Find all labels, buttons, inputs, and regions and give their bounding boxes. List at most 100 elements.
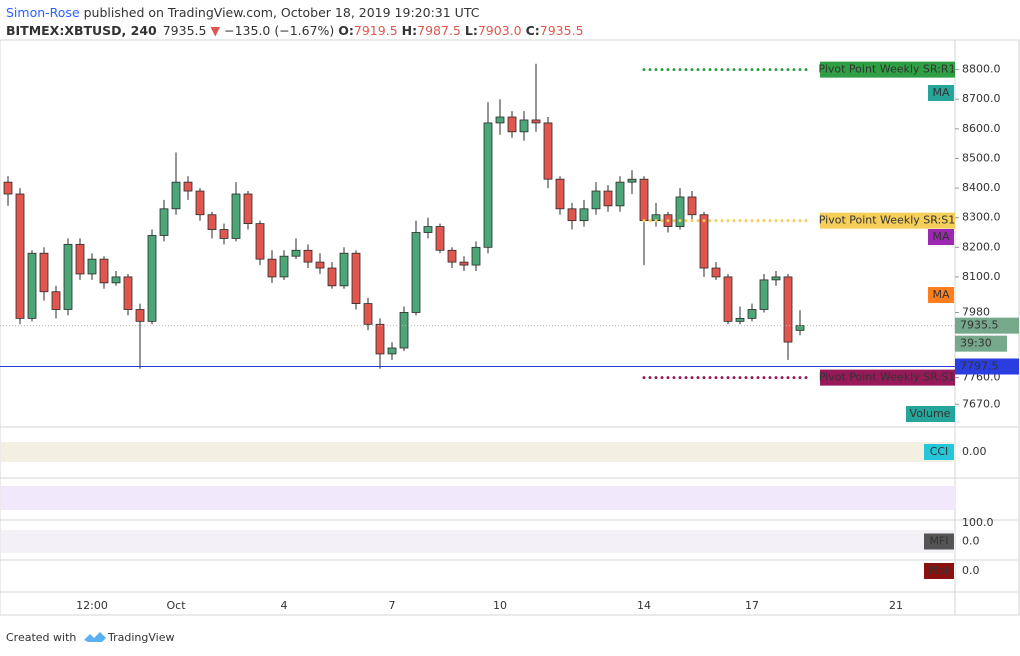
y-tick-label: 8700.0 xyxy=(962,92,1001,105)
candle-body xyxy=(459,261,469,266)
candle-body xyxy=(87,258,97,275)
hline-label: 7797.5 xyxy=(960,360,999,373)
candle-body xyxy=(159,208,169,236)
candle-body xyxy=(243,193,253,225)
ma-tag xyxy=(928,229,954,245)
c-value: 7935.5 xyxy=(540,23,584,38)
arrow: ▼ xyxy=(210,23,220,38)
candle-body xyxy=(591,190,601,210)
pivot-tag xyxy=(820,369,955,386)
h-value: 7987.5 xyxy=(417,23,461,38)
ma-label: MA xyxy=(932,86,949,99)
candle-body xyxy=(567,208,577,222)
candle-body xyxy=(687,196,697,216)
pane-top: 100.0 xyxy=(962,516,994,529)
footer-prefix: Created with xyxy=(6,631,76,644)
candle-body xyxy=(255,223,265,260)
header-line: Simon-Rose published on TradingView.com,… xyxy=(6,5,480,20)
candle-body xyxy=(207,214,217,230)
candle-body xyxy=(483,122,493,248)
logo xyxy=(84,632,106,642)
y-tick-label: 8400.0 xyxy=(962,181,1001,194)
pane-name: Plot xyxy=(929,564,950,577)
candle-body xyxy=(267,258,277,278)
pane-value: 0.00 xyxy=(962,445,987,458)
candle-body xyxy=(303,249,313,263)
candle-body xyxy=(183,181,193,192)
candle-body xyxy=(171,181,181,210)
candle-body xyxy=(339,252,349,287)
candle-body xyxy=(39,252,49,293)
volume-tag xyxy=(906,406,955,422)
ma-tag xyxy=(928,85,954,101)
hline-tag xyxy=(955,358,1019,375)
y-tick-label: 8800.0 xyxy=(962,63,1001,76)
author[interactable]: Simon-Rose xyxy=(6,5,80,20)
countdown-tag xyxy=(955,335,1007,352)
candle-body xyxy=(231,193,241,239)
candle-body xyxy=(27,252,37,319)
candle-body xyxy=(63,243,73,310)
candle-body xyxy=(75,243,85,275)
candle-body xyxy=(495,116,505,124)
last: 7935.5 xyxy=(163,23,207,38)
y-tick-label: 7670.0 xyxy=(962,397,1001,410)
x-tick-label: 4 xyxy=(281,599,288,612)
candle-body xyxy=(699,214,709,269)
candle-body xyxy=(711,267,721,278)
candle-body xyxy=(771,276,781,281)
candle-body xyxy=(423,226,433,233)
quote-line: BITMEX:XBTUSD, 240 7935.5 ▼ −135.0 (−1.67%)… xyxy=(6,23,584,38)
candle-body xyxy=(639,178,649,222)
pane-tag xyxy=(924,444,954,460)
ma-tag xyxy=(928,287,954,303)
y-tick-label: 7980 xyxy=(962,305,990,318)
volume-label: Volume xyxy=(910,407,951,420)
x-tick-label: 17 xyxy=(745,599,759,612)
candle-body xyxy=(603,190,613,207)
candle-body xyxy=(615,181,625,207)
candle-body xyxy=(51,291,61,310)
pivot-label: Pivot Point Weekly SR:S1 xyxy=(819,371,955,384)
candle-body xyxy=(507,116,517,133)
footer-brand[interactable]: TradingView xyxy=(107,631,174,644)
pane-tag xyxy=(924,533,954,550)
o-label: O: xyxy=(338,23,354,38)
l-value: 7903.0 xyxy=(478,23,522,38)
candle-body xyxy=(375,323,385,355)
pane-name: MFI xyxy=(929,535,948,548)
candle-body xyxy=(627,178,637,183)
candle-body xyxy=(15,193,25,319)
x-tick-label: Oct xyxy=(166,599,186,612)
candle-body xyxy=(327,267,337,287)
y-tick-label: 8100.0 xyxy=(962,270,1001,283)
y-tick-label: 8300.0 xyxy=(962,211,1001,224)
x-tick-label: 21 xyxy=(889,599,903,612)
pivot-label: Pivot Point Weekly SR:R1 xyxy=(818,63,955,76)
pane-value: 0.0 xyxy=(962,564,980,577)
l-label: L: xyxy=(465,23,478,38)
candle-body xyxy=(435,226,445,251)
candle-body xyxy=(471,246,481,266)
candle-body xyxy=(195,190,205,216)
candle-body xyxy=(351,252,361,304)
candle-body xyxy=(135,309,145,322)
candle-body xyxy=(315,261,325,269)
candle-body xyxy=(123,276,133,310)
candle-body xyxy=(531,119,541,124)
candle-body xyxy=(543,122,553,180)
candle-body xyxy=(147,235,157,322)
pivot-tag xyxy=(820,61,955,78)
candle-body xyxy=(411,232,421,313)
ma-label: MA xyxy=(932,230,949,243)
x-tick-label: 12:00 xyxy=(76,599,108,612)
c-label: C: xyxy=(526,23,540,38)
x-tick-label: 10 xyxy=(493,599,507,612)
candle-body xyxy=(363,303,373,325)
candle-body xyxy=(747,309,757,319)
last-price-tag xyxy=(955,317,1019,334)
y-tick-label: 8200.0 xyxy=(962,240,1001,253)
x-tick-label: 14 xyxy=(637,599,651,612)
pane-band xyxy=(1,486,955,510)
o-value: 7919.5 xyxy=(354,23,398,38)
